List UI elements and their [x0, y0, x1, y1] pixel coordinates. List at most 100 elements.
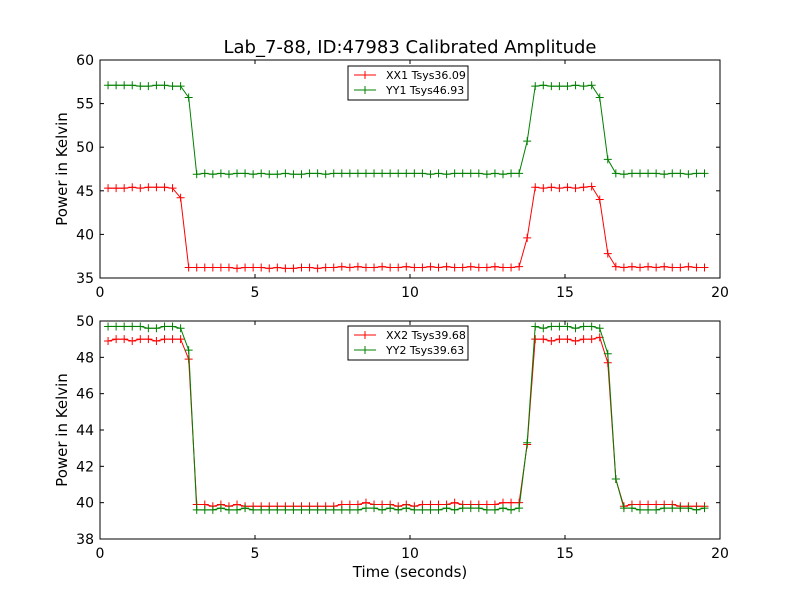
data-point: [257, 505, 266, 514]
data-point: [531, 322, 540, 331]
top-panel: 0 5 10 15 20 35 40 45 50 55 60 Power in Kelvin XX1 T…: [53, 53, 729, 301]
data-point: [353, 262, 362, 271]
data-point: [216, 169, 225, 178]
data-point: [619, 170, 628, 179]
y-axis-label: Power in Kelvin: [53, 373, 71, 487]
data-point: [370, 263, 379, 272]
data-point: [676, 169, 685, 178]
data-point: [555, 335, 564, 344]
data-point: [571, 324, 580, 333]
data-point: [434, 505, 443, 514]
data-point: [490, 169, 499, 178]
legend-label: YY2 Tsys39.63: [385, 344, 464, 357]
data-point: [595, 324, 604, 333]
data-point: [579, 322, 588, 331]
data-point: [386, 504, 395, 513]
data-point: [192, 170, 201, 179]
data-point: [313, 169, 322, 178]
data-point: [619, 263, 628, 272]
data-point: [128, 81, 137, 90]
y-axis-label: Power in Kelvin: [53, 112, 71, 226]
data-point: [627, 169, 636, 178]
x-tick-label: 0: [96, 285, 105, 301]
data-point: [104, 322, 113, 331]
data-point: [281, 169, 290, 178]
data-point: [394, 263, 403, 272]
data-point: [547, 183, 556, 192]
data-point: [595, 93, 604, 102]
data-point: [482, 263, 491, 272]
data-point: [265, 264, 274, 273]
data-point: [184, 263, 193, 272]
data-point: [402, 262, 411, 271]
data-point: [627, 504, 636, 513]
data-point: [224, 170, 233, 179]
data-point: [361, 169, 370, 178]
data-point: [168, 82, 177, 91]
data-point: [668, 263, 677, 272]
data-point: [563, 335, 572, 344]
data-point: [603, 155, 612, 164]
y-tick-label: 48: [76, 350, 94, 366]
data-point: [233, 505, 242, 514]
x-tick-label: 10: [401, 285, 419, 301]
data-point: [329, 263, 338, 272]
x-tick-label: 20: [711, 546, 729, 562]
data-point: [184, 346, 193, 355]
data-point: [192, 263, 201, 272]
data-point: [386, 169, 395, 178]
data-point: [587, 81, 596, 90]
data-point: [305, 505, 314, 514]
x-tick-label: 10: [401, 546, 419, 562]
data-point: [652, 505, 661, 514]
data-point: [224, 505, 233, 514]
data-point: [434, 169, 443, 178]
data-point: [152, 336, 161, 345]
data-point: [289, 505, 298, 514]
data-point: [668, 504, 677, 513]
data-point: [249, 263, 258, 272]
data-point: [394, 505, 403, 514]
data-point: [474, 504, 483, 513]
data-point: [652, 263, 661, 272]
data-point: [136, 322, 145, 331]
data-point: [434, 263, 443, 272]
data-point: [265, 505, 274, 514]
legend-box: [347, 65, 469, 101]
data-point: [523, 233, 532, 242]
data-point: [482, 505, 491, 514]
data-point: [652, 169, 661, 178]
data-point: [684, 504, 693, 513]
data-point: [160, 183, 169, 192]
data-point: [120, 322, 129, 331]
x-tick-label: 15: [556, 285, 574, 301]
chart-title: Lab_7-88, ID:47983 Calibrated Amplitude: [224, 37, 597, 58]
data-point: [144, 335, 153, 344]
data-point: [539, 324, 548, 333]
data-point: [104, 184, 113, 193]
data-point: [281, 264, 290, 273]
data-point: [684, 262, 693, 271]
data-point: [144, 324, 153, 333]
data-point: [555, 322, 564, 331]
data-point: [353, 505, 362, 514]
data-point: [499, 504, 507, 513]
data-point: [120, 184, 129, 193]
data-point: [636, 263, 645, 272]
data-point: [361, 504, 370, 513]
y-tick-label: 42: [76, 459, 94, 475]
data-point: [507, 498, 516, 507]
data-point: [402, 169, 411, 178]
data-point: [289, 170, 298, 179]
data-point: [200, 263, 209, 272]
data-point: [579, 335, 588, 344]
data-point: [442, 504, 451, 513]
data-point: [611, 262, 620, 271]
data-point: [337, 505, 346, 514]
data-point: [370, 169, 379, 178]
data-point: [587, 182, 596, 191]
data-point: [337, 169, 346, 178]
data-point: [241, 504, 250, 513]
data-point: [297, 170, 306, 179]
data-point: [241, 263, 250, 272]
